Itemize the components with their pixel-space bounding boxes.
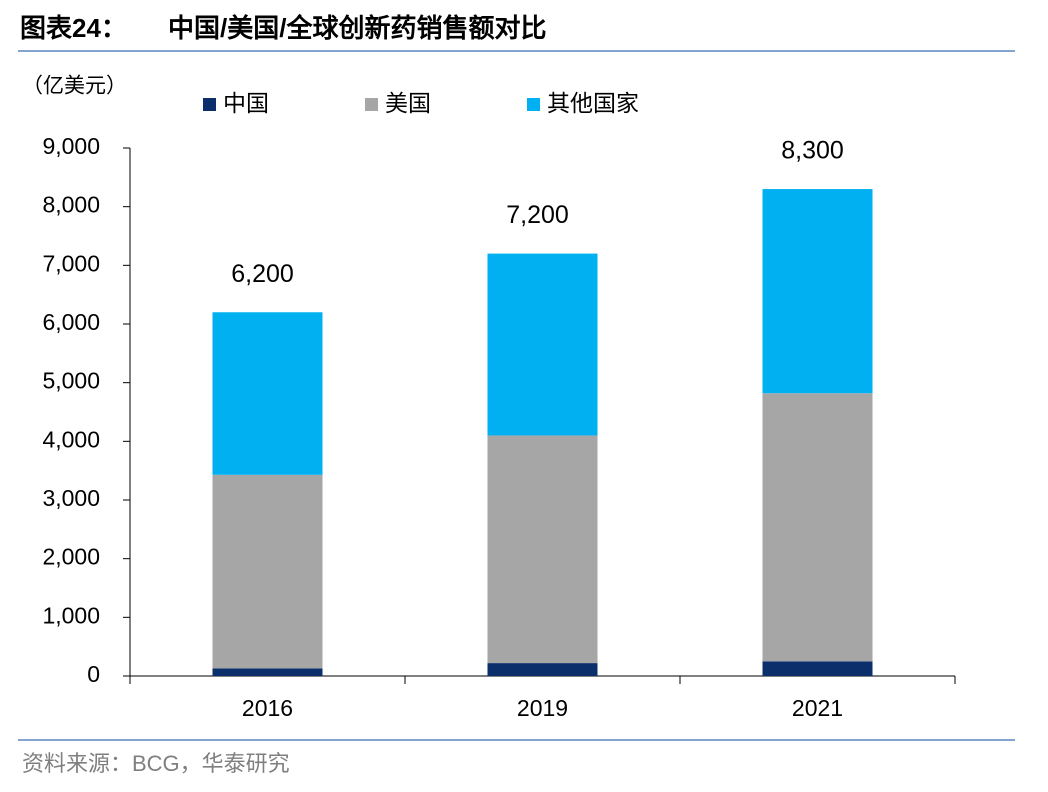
legend-swatch (365, 98, 378, 111)
legend-swatch (203, 98, 216, 111)
y-tick-label: 1,000 (42, 602, 100, 628)
bar-segment (212, 474, 323, 669)
y-tick-label: 4,000 (42, 426, 100, 452)
x-tick-label: 2019 (517, 695, 568, 721)
bar-segment (762, 189, 873, 394)
bar-segment (487, 253, 598, 436)
unit-label: （亿美元） (22, 75, 127, 98)
total-label: 7,200 (506, 201, 569, 229)
bar-segment (212, 312, 323, 475)
chart-title: 中国/美国/全球创新药销售额对比 (168, 13, 546, 43)
y-tick-label: 7,000 (42, 250, 100, 276)
figure-label: 图表24： (20, 13, 127, 43)
source-note: 资料来源：BCG，华泰研究 (22, 751, 290, 776)
x-tick-label: 2021 (792, 695, 843, 721)
bar-segment (487, 435, 598, 664)
bar-segment (762, 661, 873, 676)
y-tick-label: 0 (87, 661, 100, 687)
y-tick-label: 2,000 (42, 544, 100, 570)
legend-label: 中国 (223, 90, 269, 116)
y-tick-label: 3,000 (42, 485, 100, 511)
total-label: 8,300 (781, 137, 844, 165)
legend-label: 美国 (385, 90, 431, 116)
y-tick-label: 8,000 (42, 192, 100, 218)
legend-label: 其他国家 (547, 90, 639, 116)
x-tick-label: 2016 (242, 695, 293, 721)
y-tick-label: 6,000 (42, 309, 100, 335)
bar-segment (762, 393, 873, 662)
bar-segment (212, 668, 323, 676)
legend-swatch (527, 98, 540, 111)
bar-segment (487, 663, 598, 676)
y-tick-label: 5,000 (42, 368, 100, 394)
total-label: 6,200 (231, 260, 294, 288)
y-tick-label: 9,000 (42, 133, 100, 159)
